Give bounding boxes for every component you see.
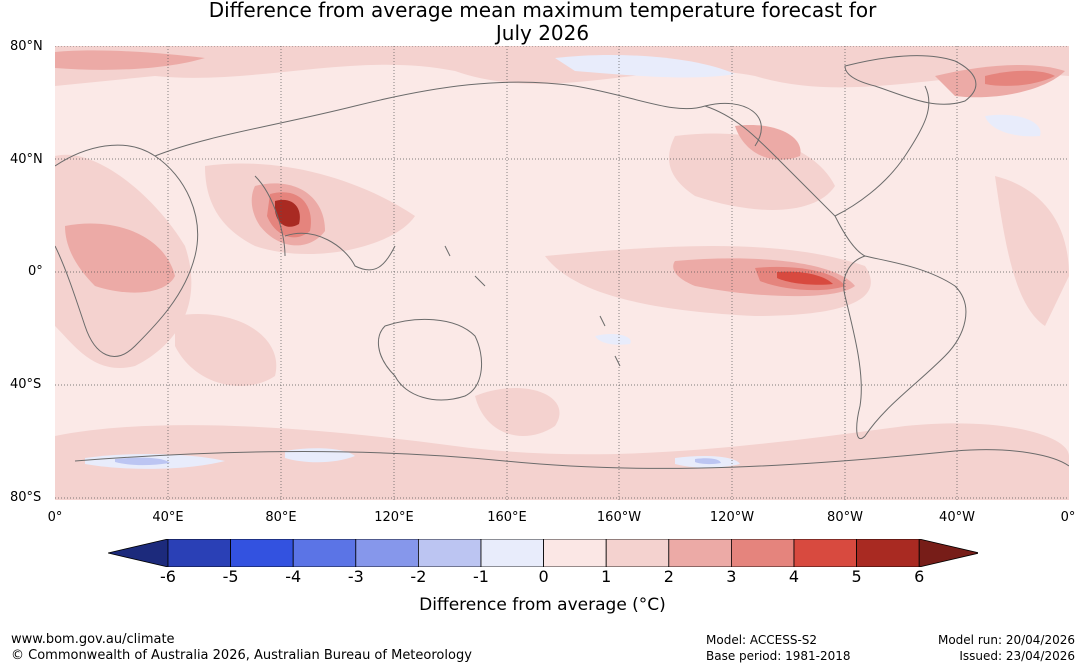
graticule: [55, 46, 1069, 500]
colorbar-segment: [793, 539, 857, 567]
colorbar-tick-label: 3: [726, 567, 737, 586]
colorbar-tick-label: 0: [538, 567, 549, 586]
lon-label-40e: 40°E: [152, 510, 184, 525]
lon-label-80w: 80°W: [827, 510, 863, 525]
map-title-month: July 2026: [495, 21, 590, 45]
lon-label-40w: 40°W: [939, 510, 975, 525]
colorbar-tick-label: -4: [285, 567, 302, 586]
colorbar: [108, 539, 978, 567]
colorbar-tick-label: -3: [347, 567, 364, 586]
forecast-map: [55, 46, 1069, 500]
lat-label-80n: 80°N: [10, 39, 43, 54]
colorbar-tick-label: 4: [788, 567, 800, 586]
colorbar-tick-label: 5: [851, 567, 862, 586]
colorbar-segment: [605, 539, 670, 567]
colorbar-segment: [292, 539, 357, 567]
colorbar-segment: [167, 539, 231, 567]
lat-label-40n: 40°N: [10, 152, 43, 167]
footer-issued: Issued: 23/04/2026: [959, 649, 1075, 663]
colorbar-segment: [543, 539, 607, 567]
colorbar-extend-high: [918, 539, 978, 567]
colorbar-tick-label: -2: [410, 567, 427, 586]
ocean-background: [55, 46, 1069, 500]
colorbar-segment: [355, 539, 419, 567]
anomaly-minus1-minus2: [115, 457, 721, 466]
lat-label-80s: 80°S: [10, 490, 42, 505]
footer-model: Model: ACCESS-S2: [706, 633, 818, 647]
colorbar-segment: [480, 539, 544, 567]
lon-label-120w: 120°W: [709, 510, 755, 525]
lon-label-80e: 80°E: [265, 510, 297, 525]
colorbar-tick-label: -1: [473, 567, 489, 586]
colorbar-tick-label: 6: [914, 567, 925, 586]
footer-base-period: Base period: 1981-2018: [706, 649, 851, 663]
colorbar-segment: [856, 539, 920, 567]
colorbar-segment: [230, 539, 294, 567]
lon-label-120e: 120°E: [374, 510, 414, 525]
lon-label-160w: 160°W: [596, 510, 642, 525]
colorbar-segment: [668, 539, 732, 567]
colorbar-title: Difference from average (°C): [419, 595, 666, 615]
colorbar-extend-low: [108, 539, 169, 567]
lon-label-160e: 160°E: [487, 510, 527, 525]
colorbar-tick-label: -6: [160, 567, 176, 586]
anomaly-4-5-enso: [777, 271, 833, 285]
colorbar-tick-label: 1: [601, 567, 612, 586]
footer-copyright: © Commonwealth of Australia 2026, Austra…: [11, 648, 472, 663]
footer-model-run: Model run: 20/04/2026: [937, 633, 1075, 647]
lat-label-40s: 40°S: [10, 377, 42, 392]
colorbar-tick-label: 2: [663, 567, 674, 586]
lon-label-0: 0°: [47, 510, 63, 525]
lat-label-equator: 0°: [28, 264, 43, 279]
colorbar-segment: [731, 539, 795, 567]
coastlines: [55, 55, 1069, 469]
lon-label-360: 0°: [1060, 510, 1076, 525]
colorbar-tick-label: -5: [222, 567, 239, 586]
footer-url: www.bom.gov.au/climate: [11, 632, 175, 647]
map-title: Difference from average mean maximum tem…: [208, 0, 877, 22]
colorbar-segment: [417, 539, 482, 567]
